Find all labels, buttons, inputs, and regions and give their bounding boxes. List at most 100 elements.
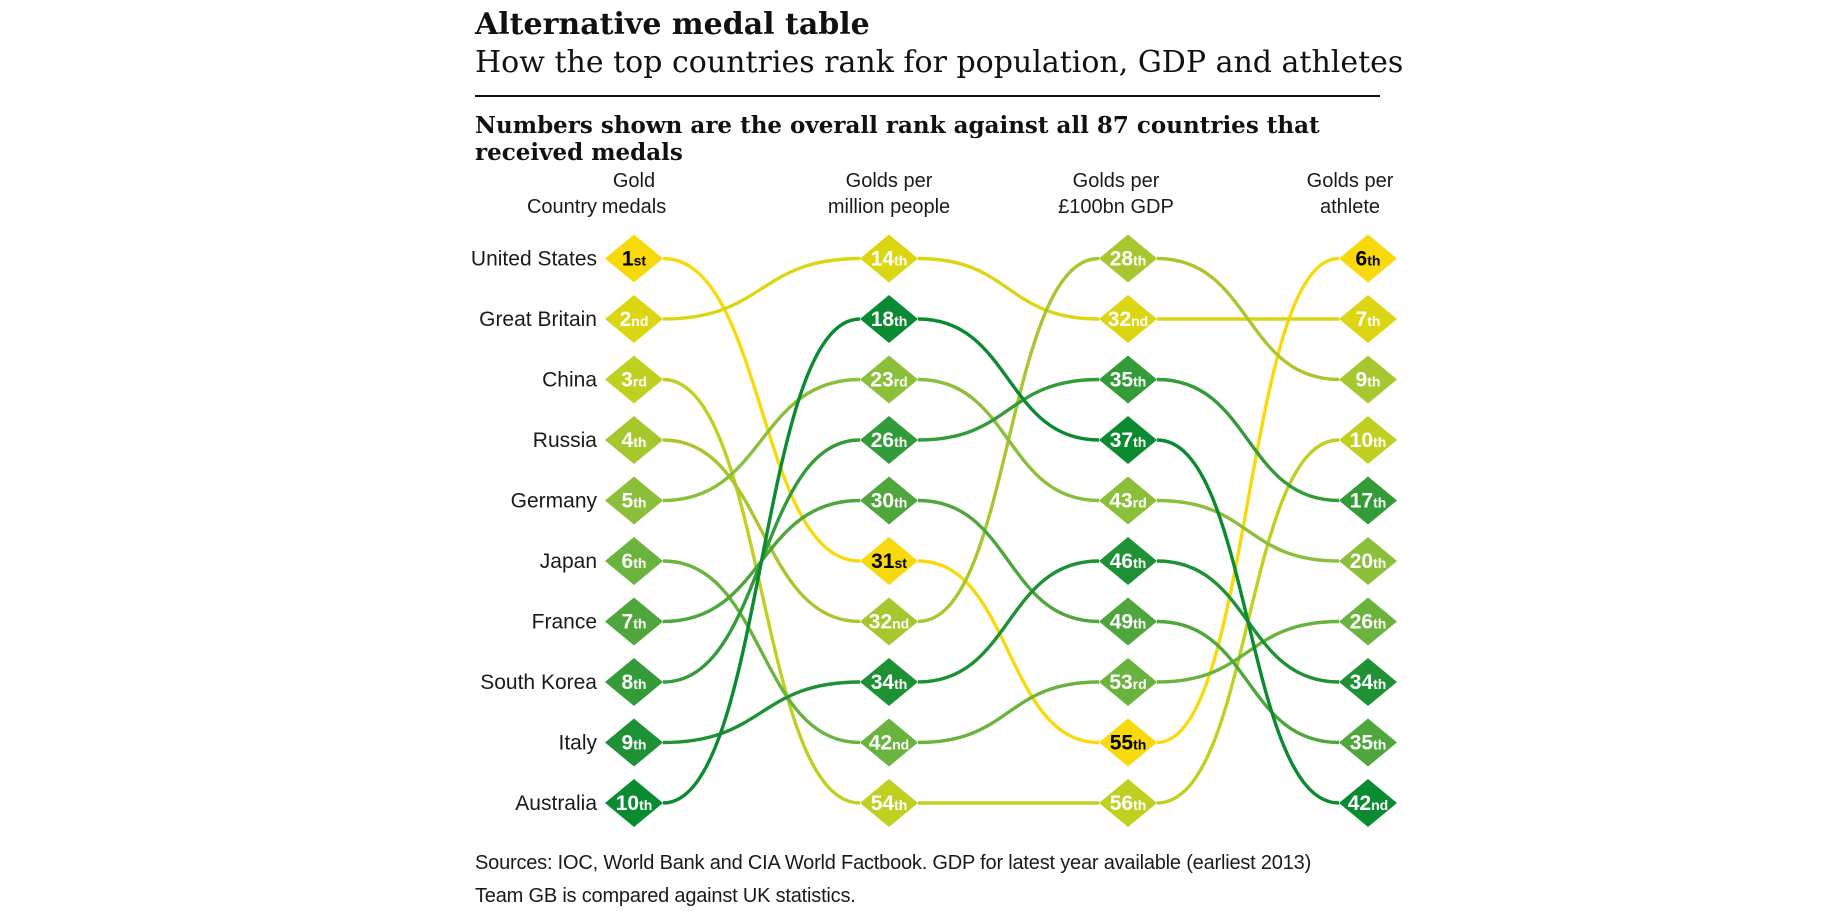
- rank-node: [605, 779, 663, 827]
- column-header-golds_per_gdp: Golds per: [1073, 170, 1160, 192]
- rank-node: [1099, 355, 1157, 404]
- rank-node: [1099, 718, 1157, 767]
- rank-node-label: 31st: [871, 550, 907, 573]
- chart-note: Numbers shown are the overall rank again…: [475, 112, 1320, 166]
- rank-node: [1339, 597, 1397, 646]
- source-line-2: Team GB is compared against UK statistic…: [475, 885, 856, 907]
- rank-node: [860, 718, 918, 767]
- rank-node-label: 43rd: [1109, 490, 1146, 513]
- rank-node-label: 5th: [622, 490, 647, 513]
- country-label: Russia: [533, 429, 598, 452]
- rank-line: [662, 559, 861, 745]
- rank-line: [917, 680, 1100, 745]
- rank-node-label: 37th: [1110, 429, 1147, 452]
- rank-node: [1099, 779, 1157, 827]
- rank-node-label: 10th: [616, 792, 653, 815]
- rank-node: [860, 355, 918, 404]
- rank-node-label: 14th: [871, 248, 908, 271]
- rank-line: [662, 377, 861, 503]
- rank-node: [1339, 416, 1397, 464]
- rank-node-label: 1st: [622, 248, 646, 271]
- country-label: South Korea: [480, 671, 597, 694]
- rank-node: [1099, 597, 1157, 646]
- rank-node-label: 26th: [871, 429, 908, 452]
- rank-node: [1099, 295, 1157, 343]
- rank-line: [917, 498, 1100, 624]
- page-subtitle: How the top countries rank for populatio…: [475, 45, 1404, 80]
- rank-node-label: 35th: [1110, 369, 1147, 392]
- rank-node-label: 8th: [622, 671, 647, 694]
- rank-node-label: 32nd: [869, 611, 909, 634]
- rank-node: [1099, 416, 1157, 464]
- rank-node-label: 9th: [622, 732, 647, 755]
- rank-line: [662, 438, 861, 624]
- rank-line: [917, 559, 1100, 684]
- rank-node: [605, 537, 663, 585]
- rank-node: [605, 355, 663, 404]
- column-header-golds_per_million: Golds per: [846, 170, 933, 192]
- column-header-gold_medals: medals: [602, 196, 666, 218]
- rank-node-label: 46th: [1110, 550, 1147, 573]
- rank-node: [1339, 355, 1397, 404]
- rank-line: [917, 256, 1100, 321]
- rank-node-label: 34th: [1350, 671, 1387, 694]
- rank-line: [1156, 256, 1340, 382]
- rank-line: [1156, 256, 1340, 745]
- column-header-country: Country: [527, 196, 597, 218]
- rank-node-label: 9th: [1356, 369, 1381, 392]
- rank-node-label: 7th: [622, 611, 647, 634]
- rank-node: [860, 597, 918, 646]
- country-label: Germany: [511, 490, 598, 513]
- country-label: United States: [471, 248, 597, 271]
- rank-node: [605, 658, 663, 706]
- rank-line: [662, 256, 861, 563]
- rank-node: [1339, 658, 1397, 706]
- rank-line: [1156, 619, 1340, 684]
- column-header-gold_medals: Gold: [613, 170, 655, 192]
- rank-node: [860, 537, 918, 585]
- rank-line: [662, 317, 861, 805]
- rank-node-label: 6th: [1356, 248, 1381, 271]
- rank-node: [860, 234, 918, 283]
- country-label: France: [532, 611, 597, 634]
- rank-node: [860, 658, 918, 706]
- rank-line: [662, 377, 861, 805]
- rank-node: [860, 416, 918, 464]
- rank-node: [860, 295, 918, 343]
- country-label: Australia: [515, 792, 597, 815]
- rank-line: [917, 377, 1100, 503]
- rank-node-label: 23rd: [870, 369, 907, 392]
- rank-node: [1339, 234, 1397, 283]
- rank-node-label: 10th: [1350, 429, 1387, 452]
- rank-node-label: 20th: [1350, 550, 1387, 573]
- rank-line: [1156, 438, 1340, 805]
- rank-node: [605, 416, 663, 464]
- rank-node: [605, 295, 663, 343]
- rank-node-label: 56th: [1110, 792, 1147, 815]
- rank-node: [860, 779, 918, 827]
- rank-node: [1099, 537, 1157, 585]
- rank-node-label: 26th: [1350, 611, 1387, 634]
- rank-node-label: 28th: [1110, 248, 1147, 271]
- country-label: Japan: [540, 550, 597, 573]
- rank-node: [1339, 295, 1397, 343]
- rank-node-label: 4th: [622, 429, 647, 452]
- country-label: Italy: [558, 732, 597, 755]
- rank-node-label: 49th: [1110, 611, 1147, 634]
- page-title: Alternative medal table: [475, 7, 870, 42]
- rank-node: [1099, 234, 1157, 283]
- rank-node-label: 42nd: [869, 732, 909, 755]
- rank-node-label: 6th: [622, 550, 647, 573]
- rank-line: [1156, 498, 1340, 563]
- column-header-golds_per_million: million people: [828, 196, 950, 218]
- rank-node: [605, 718, 663, 767]
- rank-node-label: 3rd: [621, 369, 647, 392]
- rank-node-label: 7th: [1356, 308, 1381, 331]
- rank-line: [917, 559, 1100, 745]
- source-line-1: Sources: IOC, World Bank and CIA World F…: [475, 852, 1312, 874]
- rank-node-label: 18th: [871, 308, 908, 331]
- column-header-golds_per_athlete: Golds per: [1307, 170, 1394, 192]
- rank-node: [1339, 476, 1397, 525]
